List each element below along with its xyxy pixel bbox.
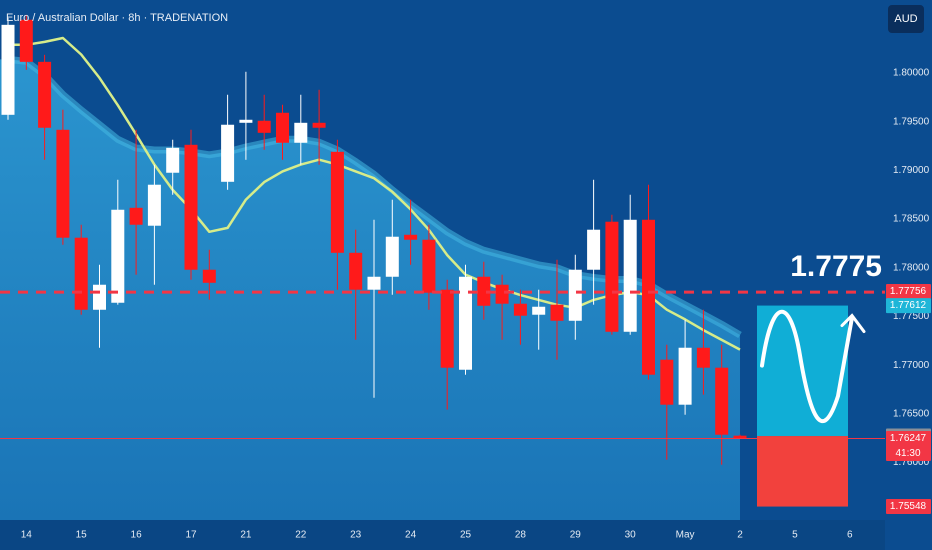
candle-body xyxy=(257,120,271,133)
x-tick-label: 25 xyxy=(460,530,472,541)
x-tick-label: 24 xyxy=(405,530,417,541)
candle-body xyxy=(330,151,344,253)
price-label-box xyxy=(886,284,931,300)
candle-body xyxy=(660,359,674,405)
price-label: 1.77756 xyxy=(890,286,927,297)
candle-body xyxy=(587,229,601,270)
candle-body xyxy=(367,276,381,290)
candle-body xyxy=(477,276,491,306)
candle-body xyxy=(440,289,454,368)
y-tick-label: 1.76000 xyxy=(893,457,930,468)
candle-body xyxy=(696,347,710,368)
x-tick-label: May xyxy=(676,530,695,541)
candle-body xyxy=(202,269,216,283)
candle-body xyxy=(276,112,289,143)
y-tick-label: 1.79500 xyxy=(893,116,930,127)
candle-body xyxy=(19,19,33,62)
candle-body xyxy=(312,122,326,128)
projection-wave xyxy=(760,309,854,423)
price-label-box xyxy=(886,298,931,314)
candle-body xyxy=(385,236,399,277)
x-tick-label: 23 xyxy=(350,530,362,541)
candle-body xyxy=(56,129,70,238)
candle-body xyxy=(221,124,235,182)
projection-down-box xyxy=(757,436,848,507)
candle-body xyxy=(733,435,747,439)
candle-body xyxy=(605,221,619,332)
candle-body xyxy=(1,24,15,115)
y-tick-label: 1.80000 xyxy=(893,68,930,79)
candle-body xyxy=(184,144,198,270)
x-tick-label: 29 xyxy=(570,530,582,541)
target-label: 1.7775 xyxy=(790,250,882,283)
candle-body xyxy=(642,219,655,375)
candle-body xyxy=(678,347,692,405)
candle-body xyxy=(568,269,582,321)
price-label-box xyxy=(886,430,931,461)
price-label: 1.75548 xyxy=(890,501,927,512)
x-tick-label: 22 xyxy=(295,530,307,541)
currency-button-label[interactable]: AUD xyxy=(894,13,917,25)
x-tick-label: 17 xyxy=(185,530,197,541)
candle-body xyxy=(513,303,527,316)
candle-body xyxy=(550,304,564,321)
chart-title: Euro / Australian Dollar · 8h · TRADENAT… xyxy=(6,12,228,24)
candle-body xyxy=(404,234,418,240)
candle-body xyxy=(147,184,161,226)
x-tick-label: 15 xyxy=(76,530,88,541)
candle-body xyxy=(166,147,180,173)
candle-body xyxy=(294,122,308,143)
x-tick-label: 2 xyxy=(737,530,743,541)
x-tick-label: 30 xyxy=(625,530,637,541)
y-tick-label: 1.77000 xyxy=(893,360,930,371)
candle-body xyxy=(93,284,106,310)
y-tick-label: 1.78000 xyxy=(893,262,930,273)
x-tick-label: 21 xyxy=(240,530,252,541)
x-tick-label: 28 xyxy=(515,530,527,541)
price-label-box xyxy=(886,499,931,515)
countdown: 41:30 xyxy=(895,448,920,459)
candle-body xyxy=(74,237,88,310)
candle-body xyxy=(459,276,472,370)
y-tick-label: 1.78500 xyxy=(893,214,930,225)
currency-button[interactable] xyxy=(888,5,924,33)
candle-body xyxy=(349,252,363,290)
candle-body xyxy=(623,219,637,332)
y-tick-label: 1.77500 xyxy=(893,311,930,322)
candle-body xyxy=(422,239,436,293)
candle-body xyxy=(38,61,52,128)
x-tick-label: 14 xyxy=(21,530,33,541)
candle-body xyxy=(532,306,546,315)
candle-body xyxy=(239,119,253,123)
price-label: 1.76247 xyxy=(890,433,927,444)
y-tick-label: 1.79000 xyxy=(893,165,930,176)
x-tick-label: 6 xyxy=(847,530,853,541)
candle-body xyxy=(715,367,729,435)
x-tick-label: 16 xyxy=(131,530,143,541)
candle-body xyxy=(495,284,509,304)
price-label: 1.77612 xyxy=(890,300,927,311)
time-axis xyxy=(0,520,885,550)
candle-body xyxy=(129,207,143,225)
x-tick-label: 5 xyxy=(792,530,798,541)
candle-body xyxy=(111,209,125,303)
projection-arrow xyxy=(840,313,866,334)
y-tick-label: 1.76500 xyxy=(893,408,930,419)
